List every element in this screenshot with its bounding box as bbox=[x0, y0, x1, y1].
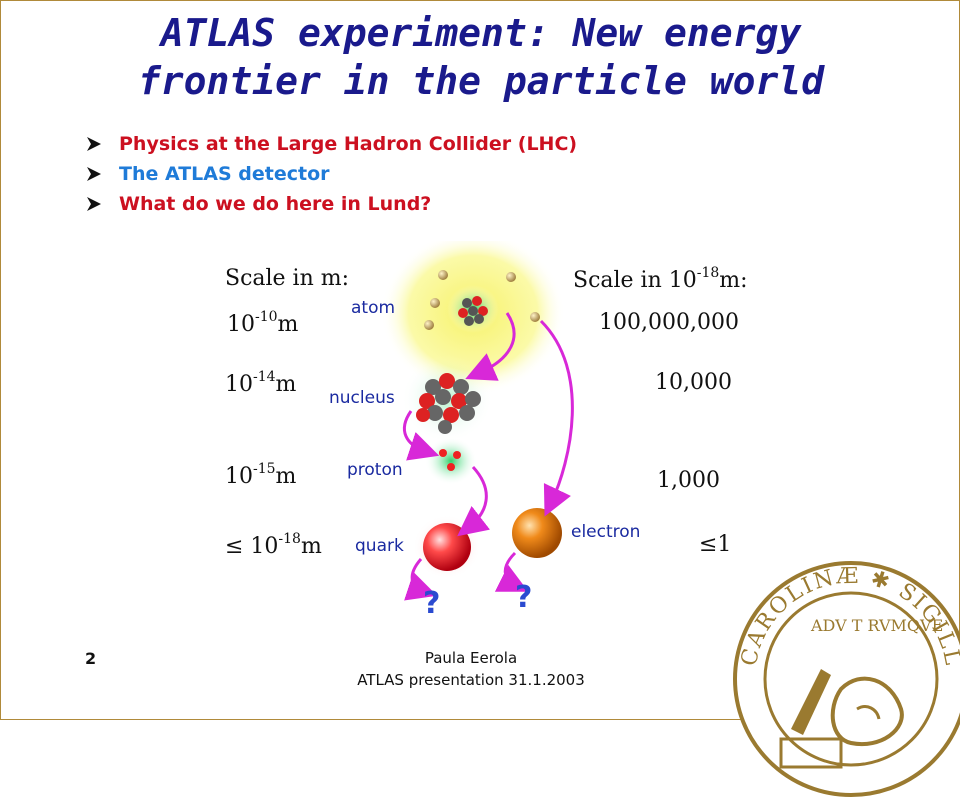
particle-scale-diagram: Scale in m: Scale in 10-18m: 10-10m 10-1… bbox=[225, 241, 748, 621]
quark-to-question-arrow bbox=[404, 558, 438, 601]
nucleus-icon bbox=[416, 373, 481, 434]
atom-label: atom bbox=[351, 298, 395, 318]
nucleus-to-proton-arrow bbox=[403, 410, 440, 461]
svg-text:ADV T RVMQVE: ADV T RVMQVE bbox=[810, 616, 943, 635]
electron-icon bbox=[512, 508, 562, 558]
nucleus-label: nucleus bbox=[329, 388, 395, 408]
atom-to-nucleus-arrow bbox=[465, 312, 516, 381]
atom-nucleus-icon bbox=[458, 296, 488, 326]
arrow-bullet-icon bbox=[85, 135, 119, 153]
title-line-1: ATLAS experiment: New energy bbox=[160, 11, 802, 55]
scale-atom-m: 10-10m bbox=[227, 309, 299, 337]
atom-to-electron-arrow bbox=[539, 319, 574, 517]
slide-footer: Paula Eerola ATLAS presentation 31.1.200… bbox=[301, 647, 641, 691]
atom-electrons-icon bbox=[424, 270, 540, 330]
scale-atom-value: 100,000,000 bbox=[599, 310, 739, 335]
slide-number: 2 bbox=[85, 649, 97, 668]
left-scale-header: Scale in m: bbox=[225, 266, 349, 291]
footer-author: Paula Eerola bbox=[424, 649, 518, 667]
bullet-text: What do we do here in Lund? bbox=[119, 193, 432, 215]
arrow-bullet-icon bbox=[85, 165, 119, 183]
scale-nucleus-value: 10,000 bbox=[655, 370, 732, 395]
proton-label: proton bbox=[347, 460, 403, 480]
title-line-2: frontier in the particle world bbox=[137, 59, 825, 103]
bullet-item: Physics at the Large Hadron Collider (LH… bbox=[85, 129, 577, 159]
arrow-bullet-icon bbox=[85, 195, 119, 213]
slide-title: ATLAS experiment: New energy frontier in… bbox=[1, 9, 960, 105]
right-scale-header: Scale in 10-18m: bbox=[573, 265, 748, 293]
footer-event: ATLAS presentation 31.1.2003 bbox=[357, 671, 585, 689]
scale-proton-m: 10-15m bbox=[225, 461, 297, 489]
scale-nucleus-m: 10-14m bbox=[225, 369, 297, 397]
bullet-text: Physics at the Large Hadron Collider (LH… bbox=[119, 133, 578, 155]
proton-to-quark-arrow bbox=[457, 465, 491, 537]
electron-label: electron bbox=[571, 522, 640, 542]
scale-quark-value: ≤1 bbox=[699, 532, 731, 557]
scale-proton-value: 1,000 bbox=[657, 468, 720, 493]
quark-icon bbox=[423, 523, 471, 571]
quark-question-mark: ? bbox=[423, 586, 440, 621]
bullet-list: Physics at the Large Hadron Collider (LH… bbox=[85, 129, 577, 219]
electron-to-question-arrow bbox=[494, 551, 529, 592]
proton-glow bbox=[425, 437, 477, 485]
electron-question-mark: ? bbox=[515, 580, 532, 615]
bullet-text: The ATLAS detector bbox=[119, 163, 330, 185]
scale-quark-m: ≤ 10-18m bbox=[225, 531, 322, 559]
lund-university-seal-logo: CAROLINÆ ✱ SIGILL ADV T RVMQVE bbox=[733, 561, 960, 797]
proton-icon bbox=[439, 449, 461, 471]
quark-label: quark bbox=[355, 536, 404, 556]
bullet-item: The ATLAS detector bbox=[85, 159, 577, 189]
bullet-item: What do we do here in Lund? bbox=[85, 189, 577, 219]
